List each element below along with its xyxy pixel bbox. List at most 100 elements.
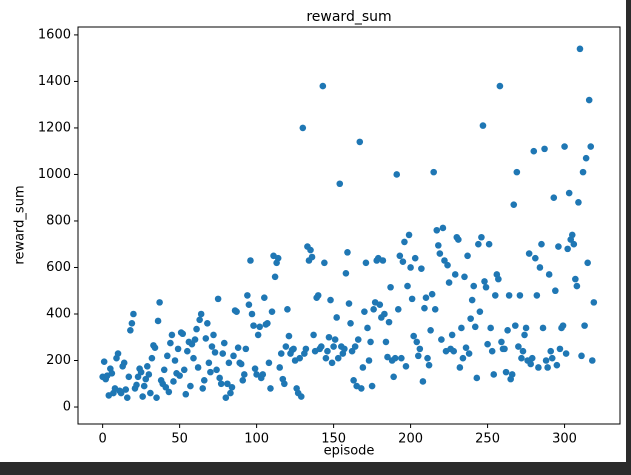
point bbox=[533, 292, 541, 299]
point bbox=[382, 338, 390, 346]
point bbox=[541, 145, 548, 153]
point bbox=[436, 250, 444, 257]
point bbox=[461, 273, 468, 281]
point bbox=[310, 331, 317, 339]
point bbox=[348, 347, 356, 355]
point bbox=[433, 226, 441, 234]
point bbox=[359, 364, 367, 371]
point bbox=[153, 394, 160, 402]
point bbox=[237, 360, 245, 368]
point bbox=[297, 393, 305, 400]
point bbox=[445, 279, 453, 286]
point bbox=[538, 240, 545, 248]
point bbox=[267, 385, 274, 392]
point bbox=[168, 331, 176, 339]
point bbox=[535, 364, 542, 371]
point bbox=[151, 344, 159, 352]
point bbox=[171, 357, 179, 364]
point bbox=[120, 359, 128, 367]
point bbox=[576, 45, 584, 53]
point bbox=[545, 271, 553, 278]
point bbox=[544, 364, 551, 371]
y-axis-label: reward_sum bbox=[13, 185, 28, 264]
point bbox=[421, 304, 428, 312]
point bbox=[254, 331, 262, 339]
point bbox=[344, 249, 351, 256]
point bbox=[408, 295, 416, 303]
x-tick-label: 0 bbox=[98, 432, 106, 447]
point bbox=[427, 326, 434, 334]
point bbox=[522, 324, 530, 332]
point bbox=[479, 122, 487, 129]
point bbox=[219, 350, 227, 357]
point bbox=[200, 376, 208, 384]
point bbox=[100, 358, 108, 365]
point bbox=[485, 240, 493, 248]
point bbox=[379, 257, 387, 264]
point bbox=[501, 345, 508, 353]
point bbox=[401, 238, 408, 246]
point bbox=[281, 380, 288, 388]
point bbox=[561, 143, 568, 150]
point bbox=[284, 306, 291, 313]
chart: reward_sum episode reward_sum 0 200 400 600… bbox=[13, 9, 621, 459]
point bbox=[265, 359, 273, 367]
point bbox=[204, 319, 211, 327]
point bbox=[164, 352, 171, 360]
point bbox=[191, 336, 199, 343]
point bbox=[143, 363, 151, 370]
point bbox=[590, 299, 598, 306]
point bbox=[565, 189, 573, 197]
point bbox=[532, 254, 539, 262]
point bbox=[559, 322, 567, 329]
point bbox=[530, 147, 538, 155]
point bbox=[419, 378, 427, 385]
point bbox=[179, 330, 187, 338]
point bbox=[513, 168, 521, 176]
point bbox=[256, 323, 263, 331]
point bbox=[156, 299, 163, 306]
point bbox=[564, 245, 571, 253]
point bbox=[504, 326, 511, 334]
point bbox=[165, 388, 173, 396]
point bbox=[405, 231, 413, 239]
point bbox=[376, 301, 384, 308]
point bbox=[496, 82, 504, 90]
point bbox=[473, 374, 481, 382]
point bbox=[438, 336, 445, 343]
point bbox=[462, 344, 470, 352]
point bbox=[240, 371, 248, 378]
point bbox=[182, 390, 190, 398]
point bbox=[331, 336, 339, 343]
point bbox=[253, 371, 260, 378]
point bbox=[190, 354, 197, 362]
point bbox=[261, 294, 268, 302]
point bbox=[184, 347, 191, 355]
point bbox=[414, 352, 422, 360]
point bbox=[365, 357, 373, 364]
point bbox=[393, 171, 401, 178]
point bbox=[384, 353, 391, 361]
point bbox=[227, 389, 234, 397]
y-tick-label: 0 bbox=[63, 400, 71, 415]
point bbox=[220, 339, 228, 347]
point bbox=[407, 264, 414, 271]
point bbox=[225, 359, 233, 367]
point bbox=[516, 292, 524, 299]
point bbox=[511, 322, 519, 329]
point bbox=[160, 366, 168, 374]
point bbox=[145, 371, 153, 378]
point bbox=[459, 354, 467, 362]
y-tick-label: 800 bbox=[46, 213, 71, 228]
point bbox=[410, 332, 417, 340]
point bbox=[356, 138, 364, 146]
point bbox=[210, 331, 217, 339]
point bbox=[251, 365, 259, 372]
point bbox=[314, 292, 322, 299]
point bbox=[193, 325, 200, 333]
point bbox=[208, 343, 216, 350]
point bbox=[424, 354, 431, 362]
point bbox=[333, 314, 340, 321]
point bbox=[351, 343, 359, 350]
point bbox=[205, 359, 213, 367]
